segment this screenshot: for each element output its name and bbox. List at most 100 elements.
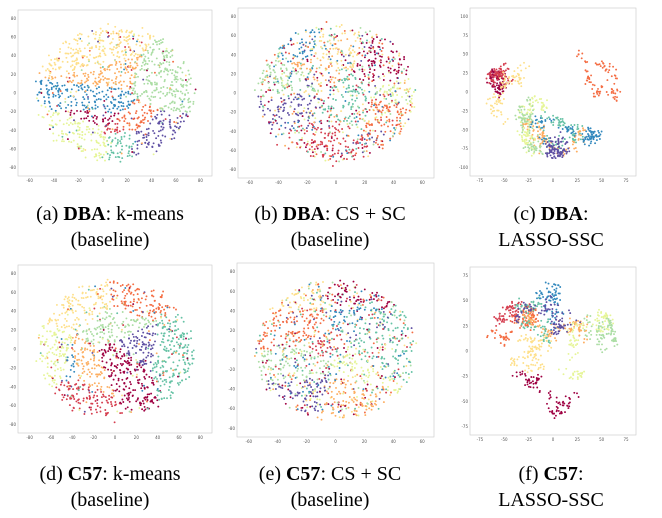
scatter-point [163,59,166,62]
scatter-point [520,117,523,120]
scatter-point [155,83,158,86]
scatter-point [126,406,129,409]
scatter-point [372,74,375,77]
scatter-point [301,71,304,74]
scatter-point [559,131,562,134]
scatter-point [380,139,383,142]
scatter-point [520,108,523,111]
scatter-point [374,101,377,104]
scatter-point [109,343,112,346]
scatter-point [48,89,50,91]
scatter-point [78,133,81,136]
scatter-point [131,305,134,308]
scatter-point [68,309,71,311]
scatter-point [51,385,54,388]
scatter-point [60,343,63,346]
scatter-point [395,72,398,75]
scatter-point [49,347,52,350]
scatter-point [107,341,110,344]
scatter-point [309,61,312,64]
panel-a: -60 -40 -20 0 20 40 60 80 80 60 40 20 0 -20 -40 -60 -80 … [0,0,220,259]
scatter-point [391,91,394,94]
scatter-point [329,27,332,30]
scatter-point [132,87,135,90]
scatter-point [137,152,140,155]
scatter-point [69,95,72,97]
scatter-point [539,150,542,153]
scatter-point [542,109,545,112]
scatter-point [138,101,141,104]
scatter-point [115,77,117,80]
scatter-point [329,131,332,134]
scatter-point [95,139,98,142]
scatter-point [156,108,159,111]
scatter-point [322,35,325,38]
scatter-point [107,327,110,330]
scatter-point [166,328,169,331]
scatter-point [144,408,147,411]
scatter-point [70,116,73,119]
scatter-point [336,137,339,140]
y-tick-label: -100 [459,165,469,170]
scatter-point [80,69,83,72]
scatter-point [93,357,96,360]
scatter-point [401,95,403,98]
scatter-point [40,104,43,107]
scatter-point [136,97,139,100]
scatter-point [116,142,119,145]
scatter-point [90,406,92,409]
scatter-point [61,312,64,315]
scatter-point [283,46,285,49]
scatter-point [557,141,560,144]
scatter-points [35,278,195,424]
scatter-point [307,93,310,96]
scatter-point [576,123,579,126]
scatter-point [529,98,532,101]
scatter-point [118,45,121,48]
scatter-point [135,132,138,135]
scatter-point [532,129,535,132]
scatter-point [160,87,163,89]
scatter-point [380,111,383,114]
scatter-point [368,46,371,49]
scatter-point [85,401,88,404]
scatter-point [90,340,93,343]
scatter-point [74,310,77,313]
scatter-point [573,139,576,142]
scatter-point [489,72,492,75]
scatter-point [97,373,100,376]
scatter-point [95,56,98,59]
scatter-point [176,313,179,316]
scatter-point [73,350,76,353]
scatter-point [112,378,115,381]
scatter-point [592,92,595,95]
scatter-point [65,398,68,401]
scatter-point [86,77,88,80]
scatter-point [378,89,381,92]
scatter-point [124,326,127,329]
scatter-point [71,69,74,72]
scatter-point [277,108,280,111]
scatter-point [327,58,330,61]
scatter-point [78,47,81,50]
scatter-point [301,137,304,139]
scatter-point [176,382,179,385]
scatter-point [311,47,314,50]
scatter-point [588,144,591,147]
x-tick-label: 0 [335,180,338,185]
scatter-point [325,21,328,23]
scatter-point [172,372,175,375]
scatter-point [125,385,127,388]
scatter-point [43,374,45,377]
scatter-point [521,126,524,129]
scatter-point [310,85,313,88]
scatter-point [103,369,106,372]
scatter-point [67,52,70,55]
scatter-point [101,66,104,68]
scatter-point [141,47,144,50]
scatter-point [558,120,561,123]
scatter-point [124,62,127,65]
scatter-point [92,70,95,73]
scatter-point [102,395,105,398]
scatter-point [136,398,139,401]
